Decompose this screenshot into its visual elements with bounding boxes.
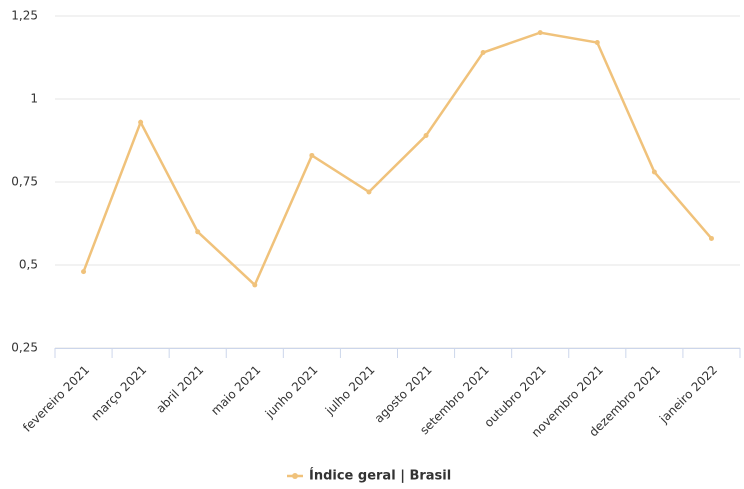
x-tick-label: julho 2021 <box>322 363 378 419</box>
y-tick-label: 0,25 <box>11 341 38 355</box>
point <box>366 189 372 195</box>
legend-marker <box>292 473 298 479</box>
line <box>82 31 713 288</box>
point <box>708 235 714 241</box>
point <box>537 30 543 36</box>
x-tick-label: janeiro 2022 <box>656 363 720 427</box>
x-tick-label: junho 2021 <box>262 363 321 422</box>
y-tick-label: 0,75 <box>11 175 38 189</box>
x-tick-label: abril 2021 <box>153 363 206 416</box>
point <box>423 133 429 139</box>
y-tick-label: 0,5 <box>19 258 38 272</box>
y-tick-label: 1,25 <box>11 9 38 23</box>
point <box>81 269 87 275</box>
point <box>651 169 657 175</box>
x-tick-label: agosto 2021 <box>372 363 435 426</box>
point <box>309 152 315 158</box>
point <box>138 119 144 125</box>
point <box>195 229 201 235</box>
x-tick-label: maio 2021 <box>208 363 263 418</box>
point <box>252 282 258 288</box>
point <box>594 40 600 46</box>
x-tick-label: março 2021 <box>88 363 149 424</box>
y-tick-label: 1 <box>30 92 38 106</box>
x-tick-label: fevereiro 2021 <box>20 363 92 435</box>
point <box>480 50 486 56</box>
legend-label: Índice geral | Brasil <box>309 468 451 484</box>
